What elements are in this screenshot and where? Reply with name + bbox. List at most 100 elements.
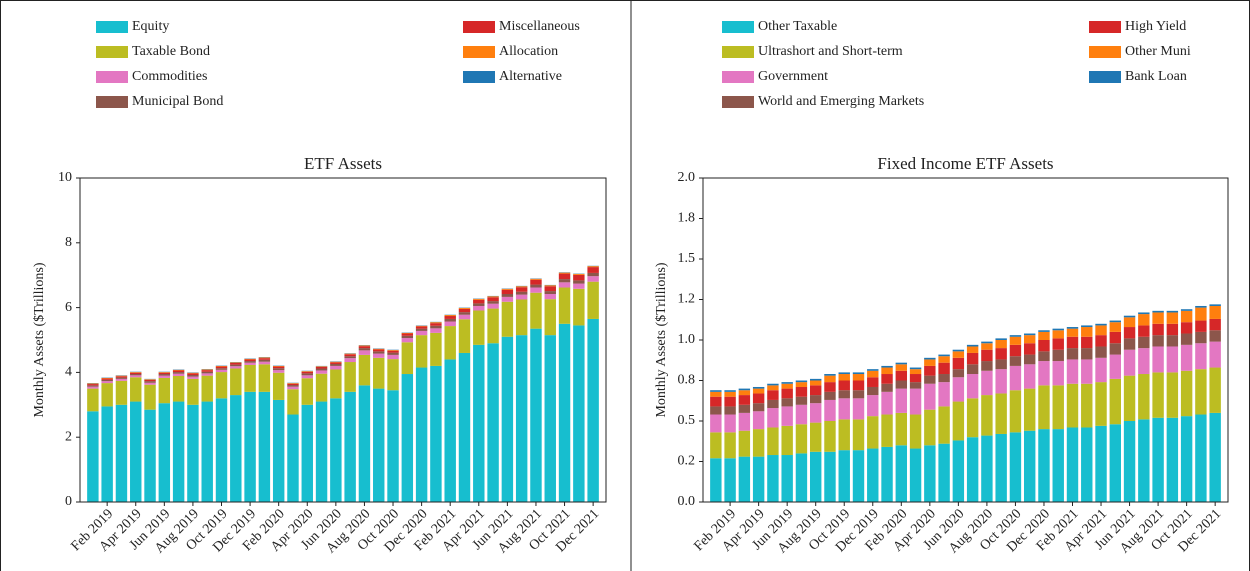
bar-segment (458, 312, 471, 315)
bar-segment (995, 338, 1007, 340)
bar-segment (115, 377, 128, 379)
y-tick-label: 0.8 (678, 373, 696, 388)
bar-segment (187, 404, 199, 502)
bar-segment (1152, 310, 1164, 313)
bar-segment (258, 391, 271, 502)
bar-segment (230, 364, 242, 367)
bar-segment (1023, 354, 1036, 365)
bar-segment (1066, 383, 1079, 428)
y-tick-label: 1.2 (678, 292, 696, 307)
bar-segment (952, 351, 965, 358)
bar-segment (795, 396, 808, 405)
bar-segment (952, 357, 965, 370)
bar-segment (1066, 328, 1079, 337)
bar-segment (515, 299, 528, 336)
bar-segment (1138, 336, 1150, 349)
bar-segment (752, 388, 765, 394)
bar-segment (1152, 323, 1164, 336)
bar-segment (158, 375, 171, 378)
bar-segment (981, 361, 993, 371)
bar-segment (1138, 314, 1150, 326)
bar-segment (544, 293, 556, 300)
bar-segment (1123, 338, 1136, 350)
bar-segment (130, 401, 142, 502)
bar-segment (1209, 305, 1221, 319)
bar-segment (867, 369, 879, 371)
bar-segment (558, 323, 571, 502)
bar-segment (172, 372, 185, 374)
bar-segment (558, 279, 571, 283)
bar-segment (101, 406, 113, 502)
bar-segment (301, 404, 313, 502)
bar-segment (895, 362, 908, 365)
bar-segment (1038, 385, 1050, 430)
bar-segment (1095, 346, 1107, 358)
bar-segment (1081, 325, 1093, 328)
bar-segment (501, 296, 514, 302)
bar-segment (1123, 349, 1136, 376)
bar-segment (781, 398, 793, 407)
bar-segment (1166, 346, 1179, 373)
bar-segment (144, 379, 156, 382)
legend-swatch (722, 46, 754, 58)
bar-segment (1109, 354, 1122, 379)
bar-segment (1023, 333, 1036, 336)
legend-swatch (722, 96, 754, 108)
legend-label: Taxable Bond (132, 44, 210, 59)
bar-segment (415, 330, 428, 336)
bar-segment (909, 369, 922, 375)
bar-segment (87, 386, 99, 389)
bar-segment (358, 346, 371, 349)
bar-segment (966, 398, 979, 438)
bar-segment (301, 373, 313, 376)
bar-segment (587, 318, 599, 502)
bar-segment (1038, 361, 1050, 386)
bar-segment (515, 287, 528, 292)
bar-segment (895, 364, 908, 371)
bar-segment (767, 399, 779, 409)
bar-segment (558, 282, 571, 288)
bar-segment (1095, 425, 1107, 502)
bar-segment (881, 414, 893, 447)
bar-segment (430, 322, 442, 324)
bar-segment (315, 401, 328, 502)
bar-segment (130, 374, 142, 376)
bar-segment (710, 391, 722, 397)
bar-segment (287, 385, 299, 387)
bar-segment (1180, 416, 1193, 502)
bar-segment (544, 291, 556, 294)
bar-segment (867, 448, 879, 502)
bar-segment (430, 323, 442, 326)
bar-segment (1123, 327, 1136, 339)
y-tick-label: 1.8 (678, 211, 696, 226)
bar-segment (781, 388, 793, 399)
bar-segment (1023, 388, 1036, 431)
bar-segment (1038, 340, 1050, 352)
bar-segment (924, 383, 936, 410)
bar-segment (187, 372, 199, 374)
bar-segment (115, 376, 128, 378)
bar-segment (966, 364, 979, 375)
bar-segment (215, 398, 228, 502)
bar-segment (767, 455, 779, 502)
bar-segment (838, 372, 850, 375)
y-axis-label: Monthly Assets ($Trillions) (654, 262, 669, 417)
bar-segment (867, 395, 879, 417)
bar-segment (401, 342, 414, 375)
bar-segment (158, 374, 171, 376)
bar-segment (373, 357, 385, 389)
bar-segment (330, 369, 342, 399)
legend-label: Miscellaneous (499, 19, 580, 34)
bar-segment (101, 379, 113, 382)
bar-segment (101, 377, 113, 379)
bar-segment (301, 378, 313, 405)
bar-segment (444, 318, 456, 322)
bar-segment (358, 385, 371, 502)
bar-segment (966, 374, 979, 399)
bar-segment (909, 388, 922, 415)
bar-segment (487, 301, 499, 304)
bar-segment (230, 368, 242, 396)
bar-segment (1109, 331, 1122, 344)
bar-segment (1052, 385, 1064, 430)
